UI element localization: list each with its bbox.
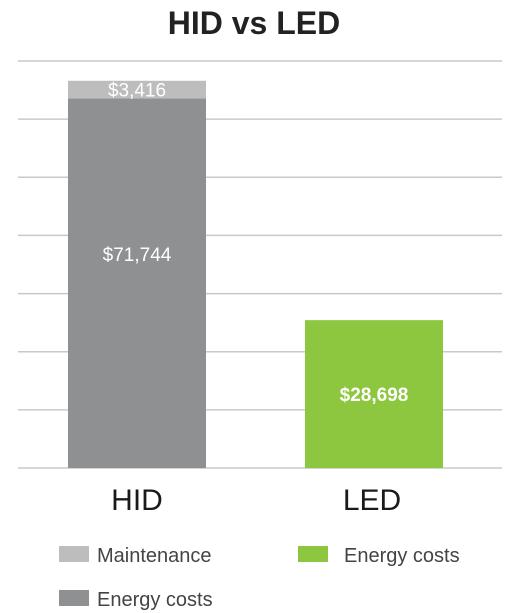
legend-swatch-hid-energy <box>59 590 89 606</box>
bars <box>68 80 443 469</box>
data-label-hid-maintenance: $3,416 <box>108 81 166 102</box>
chart-title: HID vs LED <box>168 5 340 41</box>
bar-led-energy-costs <box>305 320 443 468</box>
legend-label-maintenance: Maintenance <box>97 545 212 567</box>
data-label-hid-energy-costs: $71,744 <box>103 245 172 266</box>
data-label-led-energy-costs: $28,698 <box>340 385 409 406</box>
legend-label-hid-energy: Energy costs <box>97 589 213 611</box>
legend-label-led-energy: Energy costs <box>344 545 460 567</box>
category-label-led: LED <box>343 484 401 517</box>
bar-hid-energy-costs <box>68 98 206 469</box>
legend: Maintenance Energy costs Energy costs <box>59 545 460 611</box>
legend-swatch-maintenance <box>59 546 89 562</box>
data-labels: $71,744 $3,416 $28,698 <box>103 81 409 406</box>
bar-hid-maintenance <box>68 80 206 99</box>
legend-swatch-led-energy <box>298 546 328 562</box>
category-label-hid: HID <box>111 484 163 517</box>
